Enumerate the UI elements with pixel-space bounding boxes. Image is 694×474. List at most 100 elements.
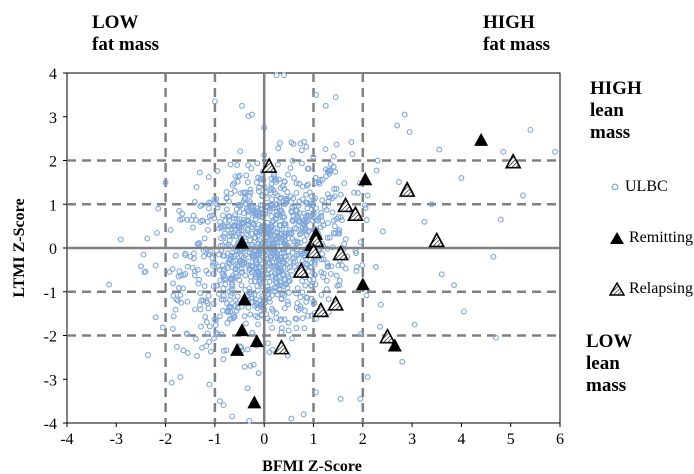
ulbc-point: [394, 122, 401, 129]
ulbc-point: [231, 302, 238, 309]
ulbc-point: [290, 259, 297, 266]
ulbc-point: [246, 285, 253, 292]
ulbc-point: [200, 297, 207, 304]
ulbc-point: [246, 201, 253, 207]
ulbc-point: [219, 222, 226, 229]
ulbc-point: [332, 94, 339, 101]
ulbc-point: [242, 272, 249, 279]
ulbc-point: [500, 148, 507, 155]
ulbc-point: [255, 321, 261, 328]
ulbc-point: [284, 265, 291, 272]
x-tick-label: -3: [110, 431, 123, 448]
remitting-point: [235, 323, 250, 337]
ulbc-point: [274, 263, 281, 270]
ulbc-point: [274, 205, 281, 212]
ulbc-point: [294, 300, 301, 307]
ulbc-point: [176, 268, 183, 275]
ulbc-point: [197, 203, 204, 210]
ulbc-point: [289, 335, 296, 342]
ulbc-point: [303, 143, 310, 150]
ulbc-point: [250, 204, 256, 211]
ulbc-point: [297, 239, 304, 246]
ulbc-point: [190, 250, 197, 257]
legend-remitting-label: Remitting: [629, 229, 693, 246]
ulbc-point: [220, 285, 227, 292]
ulbc-point: [334, 282, 341, 289]
ulbc-point: [227, 276, 233, 283]
ulbc-point: [182, 250, 189, 257]
ulbc-point: [401, 111, 408, 118]
ulbc-point: [328, 263, 335, 270]
ulbc-point: [238, 269, 245, 276]
ulbc-point: [492, 334, 499, 341]
ulbc-point: [221, 230, 228, 237]
ulbc-point: [289, 157, 296, 164]
ulbc-point: [290, 141, 297, 148]
ulbc-point: [245, 162, 252, 169]
ulbc-point: [285, 235, 292, 242]
ulbc-point: [166, 268, 173, 275]
ulbc-point: [243, 217, 250, 224]
ulbc-point: [214, 204, 221, 211]
ulbc-point: [287, 259, 294, 266]
ulbc-point: [552, 148, 559, 155]
corner-low-lean-line-2: lean: [586, 353, 620, 374]
y-tick-label: -3: [44, 372, 57, 389]
ulbc-point: [239, 268, 246, 275]
ulbc-point: [141, 269, 148, 276]
ulbc-point: [192, 335, 199, 342]
ulbc-point: [284, 298, 291, 305]
ulbc-point: [251, 291, 258, 298]
ulbc-point: [169, 266, 176, 273]
ulbc-point: [335, 262, 342, 269]
ulbc-point: [295, 307, 302, 313]
ulbc-point: [421, 218, 428, 225]
ulbc-point: [271, 264, 278, 270]
ulbc-point: [249, 230, 256, 237]
ulbc-point: [286, 277, 293, 284]
ulbc-point: [196, 169, 203, 176]
ulbc-point: [331, 193, 338, 200]
ulbc-point: [283, 253, 289, 260]
ulbc-point: [268, 292, 275, 299]
ulbc-point: [295, 202, 302, 209]
ulbc-point: [460, 308, 467, 315]
ulbc-point: [210, 283, 217, 290]
ulbc-point: [337, 191, 344, 198]
x-axis-label: BFMI Z-Score: [262, 458, 362, 474]
ulbc-point: [273, 310, 280, 317]
ulbc-point: [191, 199, 198, 205]
ulbc-point: [313, 205, 319, 212]
ulbc-point: [201, 283, 208, 290]
ulbc-point: [217, 235, 224, 242]
ulbc-point: [311, 261, 318, 268]
ulbc-point: [117, 236, 124, 243]
ulbc-point: [265, 291, 272, 298]
relapsing-point: [273, 338, 290, 355]
ulbc-point: [320, 270, 327, 277]
ulbc-point: [268, 236, 275, 243]
ulbc-point: [302, 282, 309, 289]
ulbc-point: [490, 253, 497, 260]
ulbc-point: [216, 251, 223, 258]
ulbc-point: [205, 270, 212, 277]
ulbc-point: [231, 188, 238, 194]
ulbc-point: [322, 166, 329, 173]
corner-high-lean-line-2: lean: [590, 100, 624, 121]
ulbc-point: [172, 252, 179, 259]
ulbc-point: [309, 283, 315, 290]
ulbc-point: [254, 314, 261, 321]
ulbc-point: [234, 293, 241, 300]
ulbc-point: [311, 271, 318, 278]
corner-high-lean-line-1: HIGH: [590, 78, 642, 99]
ulbc-point: [308, 193, 315, 200]
ulbc-point: [273, 72, 280, 79]
ulbc-point: [305, 268, 312, 275]
ulbc-point: [359, 262, 366, 269]
ulbc-point: [281, 316, 288, 323]
ulbc-point: [253, 261, 259, 268]
ulbc-point: [252, 299, 259, 306]
relapsing-point: [312, 301, 330, 318]
ulbc-point: [239, 102, 245, 109]
